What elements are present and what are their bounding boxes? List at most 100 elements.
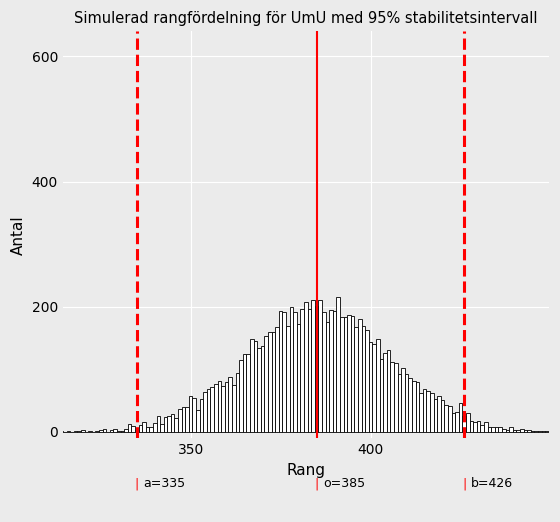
Bar [221, 386, 225, 432]
Bar [516, 430, 520, 432]
Text: |: | [462, 477, 466, 490]
Bar [95, 431, 99, 432]
X-axis label: Rang: Rang [286, 462, 325, 478]
Bar [150, 428, 153, 432]
Bar [38, 431, 41, 432]
Bar [153, 423, 156, 432]
Bar [117, 431, 120, 432]
Bar [545, 431, 549, 432]
Bar [390, 362, 394, 432]
Bar [387, 350, 390, 432]
Bar [59, 431, 63, 432]
Bar [124, 429, 128, 432]
Bar [319, 301, 322, 432]
Bar [351, 316, 354, 432]
Bar [203, 393, 207, 432]
Bar [463, 416, 466, 432]
Bar [495, 428, 498, 432]
Bar [77, 431, 81, 432]
Bar [326, 323, 329, 432]
Bar [113, 430, 117, 432]
Bar [524, 430, 528, 432]
Bar [74, 431, 77, 432]
Bar [419, 393, 423, 432]
Bar [214, 384, 218, 432]
Y-axis label: Antal: Antal [11, 215, 26, 255]
Bar [484, 422, 488, 432]
Bar [207, 389, 211, 432]
Bar [297, 324, 301, 432]
Bar [412, 381, 416, 432]
Bar [347, 315, 351, 432]
Bar [315, 306, 319, 432]
Bar [257, 348, 261, 432]
Bar [193, 398, 196, 432]
Bar [272, 333, 276, 432]
Bar [506, 430, 509, 432]
Bar [138, 425, 142, 432]
Bar [164, 417, 167, 432]
Title: Simulerad rangfördelning för UmU med 95% stabilitetsintervall: Simulerad rangfördelning för UmU med 95%… [74, 11, 538, 26]
Bar [455, 412, 459, 432]
Text: |: | [134, 477, 139, 490]
Bar [433, 399, 437, 432]
Bar [538, 431, 542, 432]
Bar [376, 339, 380, 432]
Bar [99, 430, 102, 432]
Bar [276, 327, 279, 432]
Bar [502, 430, 506, 432]
Bar [120, 431, 124, 432]
Bar [211, 387, 214, 432]
Bar [488, 427, 491, 432]
Bar [337, 298, 340, 432]
Bar [189, 396, 193, 432]
Bar [142, 422, 146, 432]
Bar [261, 346, 264, 432]
Bar [437, 396, 441, 432]
Bar [553, 431, 556, 432]
Bar [243, 354, 246, 432]
Bar [200, 399, 203, 432]
Bar [236, 373, 239, 432]
Bar [513, 430, 516, 432]
Bar [301, 309, 304, 432]
Bar [405, 374, 408, 432]
Bar [135, 430, 138, 432]
Bar [372, 343, 376, 432]
Bar [416, 383, 419, 432]
Bar [362, 326, 365, 432]
Bar [402, 368, 405, 432]
Bar [448, 406, 452, 432]
Bar [531, 431, 534, 432]
Bar [329, 311, 333, 432]
Bar [218, 381, 221, 432]
Bar [466, 413, 470, 432]
Bar [131, 426, 135, 432]
Bar [340, 317, 344, 432]
Bar [293, 312, 297, 432]
Bar [156, 416, 160, 432]
Bar [441, 400, 445, 432]
Bar [459, 403, 463, 432]
Bar [286, 326, 290, 432]
Bar [225, 383, 228, 432]
Bar [88, 431, 92, 432]
Bar [394, 363, 398, 432]
Bar [34, 431, 38, 432]
Bar [509, 427, 513, 432]
Bar [477, 421, 480, 432]
Bar [344, 317, 347, 432]
Bar [534, 431, 538, 432]
Bar [178, 409, 181, 432]
Bar [383, 353, 387, 432]
Bar [358, 318, 362, 432]
Text: a=335: a=335 [144, 477, 186, 490]
Bar [452, 413, 455, 432]
Bar [307, 309, 311, 432]
Bar [185, 407, 189, 432]
Bar [175, 418, 178, 432]
Bar [246, 354, 250, 432]
Bar [81, 430, 85, 432]
Bar [110, 430, 113, 432]
Text: |: | [315, 477, 319, 490]
